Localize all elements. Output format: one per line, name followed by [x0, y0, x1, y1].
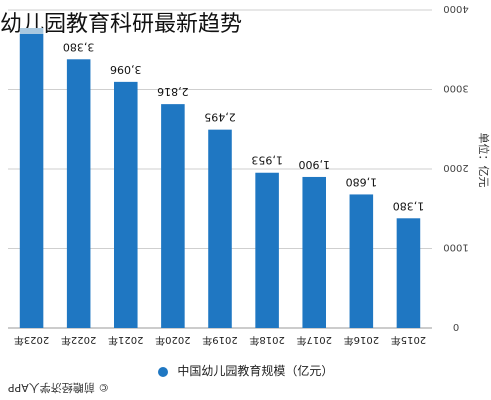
bar — [396, 218, 421, 328]
bar-cap — [19, 28, 44, 34]
legend-swatch — [157, 366, 168, 377]
x-tick-label: 2021年 — [108, 334, 143, 347]
x-tick-label: 2018年 — [249, 334, 284, 347]
bar — [349, 194, 374, 328]
data-label: 2,816 — [157, 85, 189, 98]
x-tick-label: 2017年 — [296, 334, 331, 347]
source-credit: © 前瞻经济学人APP — [8, 381, 110, 394]
bar — [302, 176, 326, 328]
x-tick-label: 2023年 — [14, 334, 49, 347]
chart-legend: 中国幼儿园教育规模（亿元） — [0, 362, 491, 379]
y-tick-label: 2000 — [443, 162, 468, 173]
data-label: 3,096 — [110, 63, 142, 76]
x-tick-label: 2015年 — [391, 334, 426, 347]
y-tick-label: 1000 — [443, 242, 468, 253]
x-tick-label: 2020年 — [155, 334, 190, 347]
data-label: 1,900 — [298, 158, 330, 171]
bar — [66, 59, 91, 328]
data-label: 1,380 — [393, 199, 425, 212]
y-tick-label: 0 — [453, 321, 459, 332]
chart-bars — [19, 28, 421, 329]
bar — [114, 81, 138, 328]
data-label: 2,495 — [204, 111, 236, 124]
data-label: 1,953 — [251, 154, 283, 167]
chart-labels: 0 1000 2000 3000 4000 2023年 2022年 3,380 2021年 3,0… — [14, 3, 469, 347]
x-tick-label: 2022年 — [61, 334, 96, 347]
y-axis-label: 单位：亿元 — [477, 133, 491, 188]
data-label: 1,680 — [346, 175, 378, 188]
data-label: 3,380 — [63, 40, 95, 53]
y-tick-label: 3000 — [443, 83, 468, 94]
legend-label: 中国幼儿园教育规模（亿元） — [177, 364, 334, 378]
bar — [161, 104, 185, 329]
x-tick-label: 2016年 — [344, 334, 379, 347]
y-tick-label: 4000 — [443, 3, 468, 14]
bar — [19, 34, 44, 328]
bar — [255, 172, 279, 328]
bar — [208, 129, 232, 328]
x-tick-label: 2019年 — [202, 334, 237, 347]
